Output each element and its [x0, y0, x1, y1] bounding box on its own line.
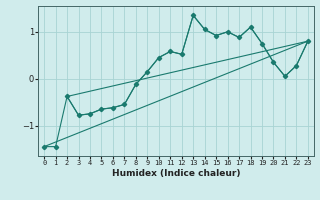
- X-axis label: Humidex (Indice chaleur): Humidex (Indice chaleur): [112, 169, 240, 178]
